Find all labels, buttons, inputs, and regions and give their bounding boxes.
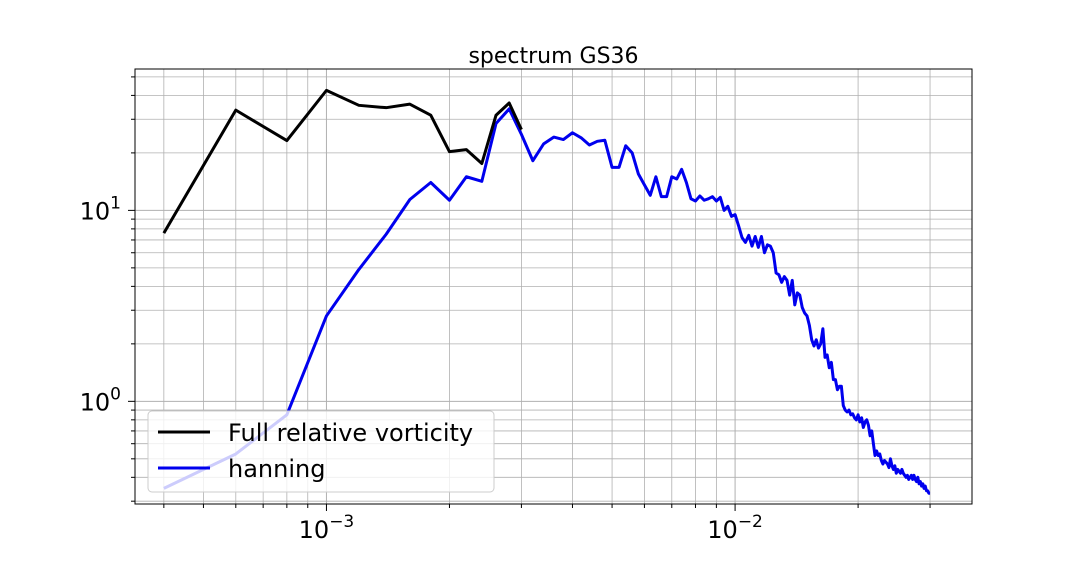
x-tick-label: 10−2 (707, 512, 763, 544)
major-grid (135, 69, 972, 504)
minor-grid (135, 69, 972, 504)
chart-title: spectrum GS36 (468, 44, 638, 69)
legend-label-full-vorticity: Full relative vorticity (228, 419, 473, 447)
legend-box (147, 410, 495, 493)
y-tick-label: 101 (80, 193, 121, 225)
legend-label-hanning: hanning (228, 455, 325, 483)
legend: Full relative vorticity hanning (147, 410, 495, 493)
axis-ticks: 10−3 10−2 100 101 (80, 76, 931, 544)
series-line-full-vorticity (162, 88, 523, 234)
x-tick-label: 10−3 (299, 512, 355, 544)
y-tick-label: 100 (80, 384, 121, 416)
series-layer (162, 88, 931, 495)
series-line-hanning (163, 107, 931, 495)
